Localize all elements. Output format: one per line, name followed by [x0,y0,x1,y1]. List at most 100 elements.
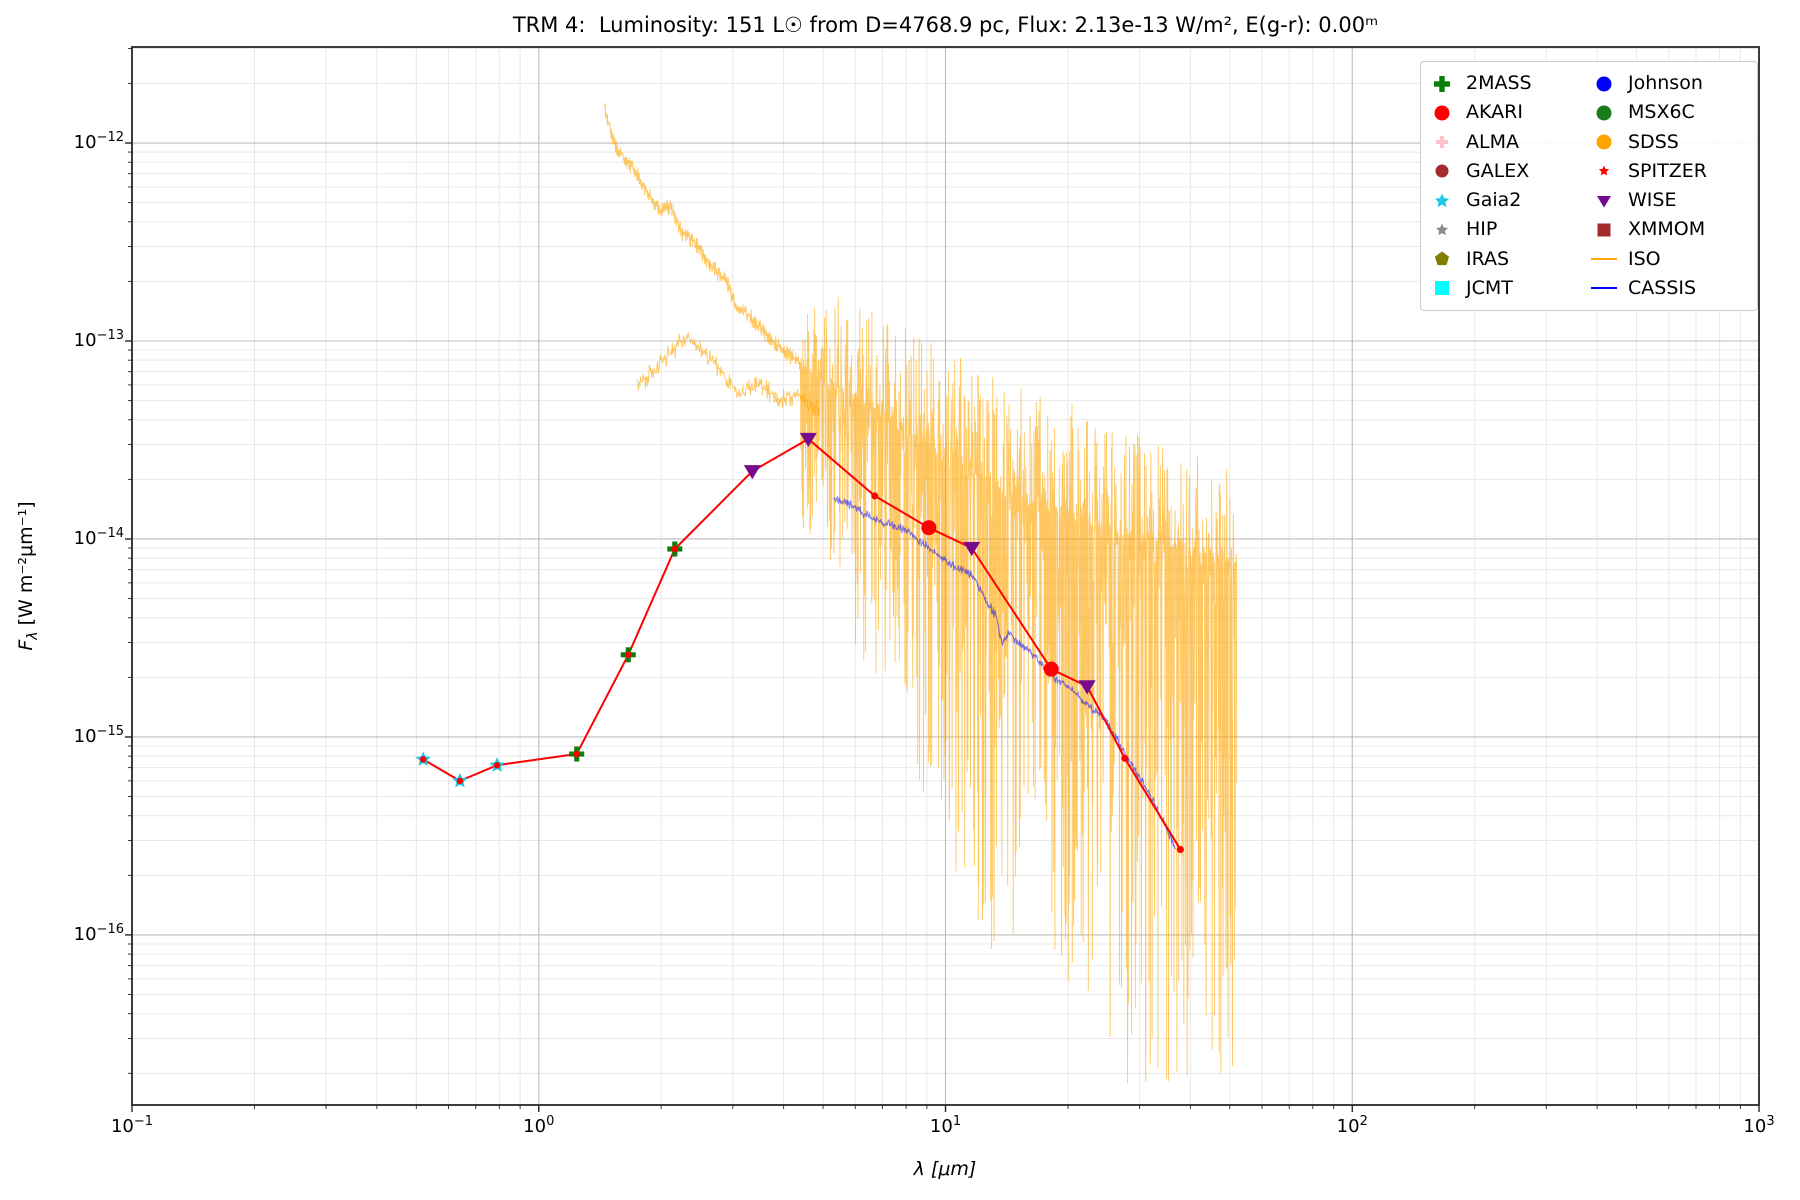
iras-legend-marker [1434,251,1450,266]
sed-vertex-dot [573,750,580,758]
wise-marker [743,465,761,480]
alma-legend-marker [1436,136,1448,149]
star-icon [1434,193,1450,207]
spectrum-iso-segment2 [637,332,820,417]
legend-label: IRAS [1466,247,1510,270]
wise-marker [963,541,981,557]
y-tick-label: 10−16 [73,921,124,945]
legend-label: AKARI [1466,101,1523,124]
markers-over [743,432,1184,854]
triangle-down-icon [1597,195,1611,208]
spectrum-cassis [833,496,1177,850]
sed-vertex-dot [493,761,501,769]
circle-icon [1435,164,1449,178]
legend-item-iso: ISO [1589,245,1751,274]
x-tick-label: 100 [523,1114,555,1137]
legend-item-sdss: SDSS [1589,128,1751,157]
line-icon [1591,258,1617,261]
sed-vertex-dot [419,756,427,763]
circle-icon [1596,76,1612,92]
sdss-legend-marker [1596,134,1612,150]
legend-label: GALEX [1466,159,1530,182]
y-tick-label: 10−15 [73,723,124,747]
galex-legend-marker [1435,164,1449,178]
legend-label: JCMT [1466,276,1513,299]
y-axis-units: [W m⁻²μm⁻¹] [15,501,37,632]
circle-icon [1596,105,1612,121]
legend-item-hip: HIP [1427,215,1589,244]
pentagon-icon [1434,251,1450,266]
legend-item-xmmom: XMMOM [1589,215,1751,244]
johnson-legend-marker [1596,76,1612,92]
chart-title: TRM 4: Luminosity: 151 L☉ from D=4768.9 … [512,13,1379,37]
legend-item-msx6c: MSX6C [1589,98,1751,127]
2mass-legend-marker [1434,75,1450,92]
wise-marker [799,432,817,448]
legend-label: ISO [1628,247,1661,270]
y-axis-label: Fλ [W m⁻²μm⁻¹] [15,366,43,786]
legend-label: SDSS [1628,130,1679,153]
spitzer-legend-marker [1598,165,1610,176]
legend-label: Gaia2 [1466,189,1522,212]
circle-icon [1596,134,1612,150]
line-icon [1591,287,1617,290]
y-tick-label: 10−14 [73,525,124,549]
spitzer-marker [1121,754,1129,762]
msx6c-legend-marker [1596,105,1612,121]
star-icon [1598,165,1610,176]
x-axis-label: λ [μm] [913,1158,977,1180]
legend-item-iras: IRAS [1427,245,1589,274]
square-icon [1597,223,1611,237]
akari-marker [1043,661,1059,677]
y-tick-label: 10−13 [73,327,124,351]
gaia2-legend-marker [1434,193,1450,207]
legend-item-alma: ALMA [1427,128,1589,157]
x-tick-label: 10−1 [110,1114,154,1137]
legend-item-cassis: CASSIS [1589,274,1751,303]
spitzer-marker [1176,846,1184,854]
legend-item-spitzer: SPITZER [1589,157,1751,186]
jcmt-legend-marker [1435,281,1449,296]
plus-icon [1436,136,1448,149]
x-tick-label: 103 [1743,1114,1775,1137]
legend-label: 2MASS [1466,72,1532,95]
legend-label: WISE [1628,189,1677,212]
legend-label: MSX6C [1628,101,1695,124]
wise-marker [1078,680,1096,695]
legend-label: CASSIS [1628,276,1697,299]
tick-marks [125,48,1760,1112]
spectrum-iso [603,102,1238,1083]
legend-label: SPITZER [1628,159,1707,182]
legend-item-wise: WISE [1589,186,1751,215]
legend-label: HIP [1466,218,1498,241]
legend-item-2mass: 2MASS [1427,69,1589,98]
legend-item-akari: AKARI [1427,98,1589,127]
sed-vertex-dot [456,777,464,785]
xmmom-legend-marker [1597,223,1611,237]
square-icon [1435,281,1449,296]
x-tick-label: 101 [929,1114,962,1137]
spitzer-marker [871,492,879,500]
y-tick-label: 10−12 [73,130,124,154]
x-tick-label: 102 [1336,1114,1368,1137]
legend-item-johnson: Johnson [1589,69,1751,98]
akari-legend-marker [1434,105,1450,121]
markers-under [415,541,683,788]
sed-vertex-dot [671,545,679,553]
hip-legend-marker [1435,223,1449,236]
circle-icon [1434,105,1450,121]
legend-label: Johnson [1628,72,1703,95]
akari-marker [921,520,937,536]
y-axis-symbol-sub: λ [24,631,41,640]
legend-label: XMMOM [1628,218,1706,241]
legend-item-gaia2: Gaia2 [1427,186,1589,215]
legend-item-jcmt: JCMT [1427,274,1589,303]
plus-icon [1434,75,1450,92]
star-icon [1435,223,1449,236]
legend-item-galex: GALEX [1427,157,1589,186]
plot-data [415,102,1238,1083]
legend-label: ALMA [1466,130,1519,153]
sed-vertex-dot [625,651,632,659]
